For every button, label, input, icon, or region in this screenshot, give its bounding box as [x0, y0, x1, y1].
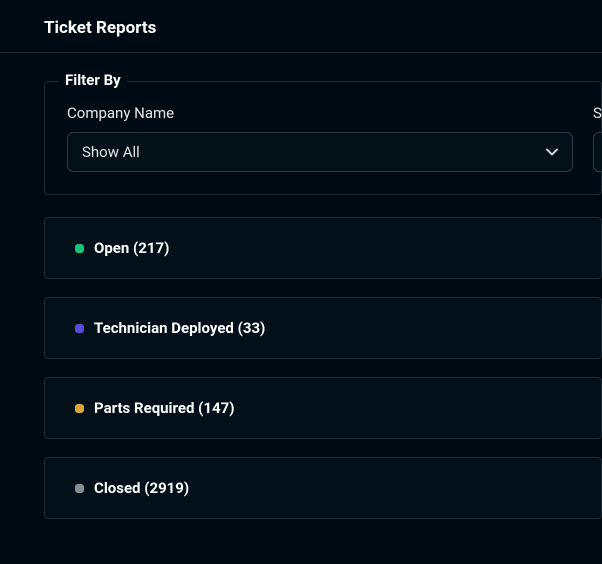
company-name-select[interactable]: Show All — [67, 132, 573, 172]
filter-legend: Filter By — [59, 71, 127, 89]
status-dot-icon — [75, 244, 84, 253]
filter-row: Company Name Show All Si — [67, 104, 579, 172]
status-dot-icon — [75, 324, 84, 333]
status-list: Open (217) Technician Deployed (33) Part… — [44, 217, 602, 519]
page-title: Ticket Reports — [44, 18, 602, 38]
page-header: Ticket Reports — [0, 0, 602, 53]
company-name-selected-value: Show All — [82, 143, 140, 161]
status-card-technician-deployed[interactable]: Technician Deployed (33) — [44, 297, 602, 359]
status-card-parts-required[interactable]: Parts Required (147) — [44, 377, 602, 439]
status-label: Technician Deployed (33) — [94, 319, 265, 337]
company-name-label: Company Name — [67, 104, 573, 122]
site-select[interactable] — [593, 132, 602, 172]
filter-group-company: Company Name Show All — [67, 104, 573, 172]
filter-panel: Filter By Company Name Show All Si — [44, 81, 602, 195]
status-label: Open (217) — [94, 239, 169, 257]
status-card-open[interactable]: Open (217) — [44, 217, 602, 279]
status-card-closed[interactable]: Closed (2919) — [44, 457, 602, 519]
chevron-down-icon — [544, 144, 560, 160]
status-label: Parts Required (147) — [94, 399, 234, 417]
status-dot-icon — [75, 404, 84, 413]
status-dot-icon — [75, 484, 84, 493]
status-label: Closed (2919) — [94, 479, 189, 497]
